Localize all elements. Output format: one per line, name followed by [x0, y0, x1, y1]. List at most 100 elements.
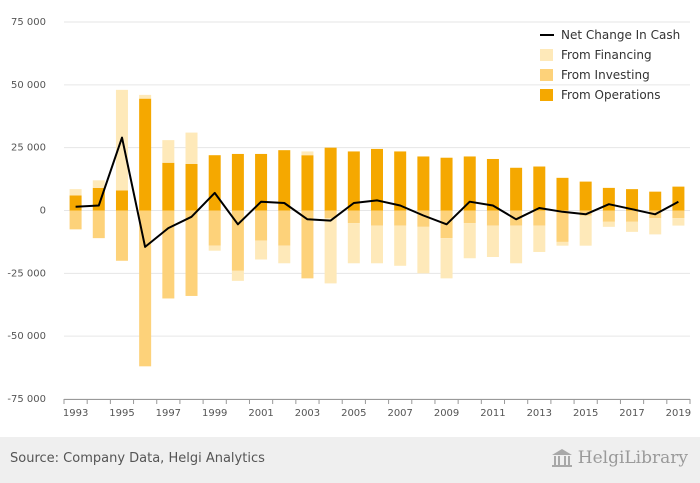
y-tick-label: 50 000	[11, 80, 46, 91]
bar-from-investing	[324, 210, 337, 219]
legend-square-swatch	[540, 89, 553, 101]
bar-from-financing	[602, 221, 615, 227]
bar-from-investing	[347, 210, 360, 224]
bar-from-investing	[139, 210, 152, 367]
legend-label: From Operations	[561, 88, 661, 102]
bar-from-financing	[278, 245, 291, 264]
bar-from-financing	[185, 132, 198, 165]
bar-from-investing	[626, 210, 639, 222]
legend: Net Change In Cash From Financing From Inv…	[540, 28, 680, 102]
bar-from-operations	[649, 191, 662, 211]
bar-from-investing	[371, 210, 383, 226]
bar-from-investing	[394, 210, 407, 226]
x-tick-label: 2009	[434, 408, 459, 419]
bar-from-financing	[417, 226, 430, 274]
bar-from-operations	[231, 153, 244, 211]
bar-from-operations	[69, 195, 82, 211]
legend-square-swatch	[540, 69, 553, 81]
building-columns-icon	[551, 449, 572, 467]
legend-item: From Financing	[540, 48, 652, 62]
bar-from-investing	[533, 210, 546, 226]
y-tick-label: -75 000	[7, 394, 46, 405]
bar-from-investing	[208, 210, 221, 246]
bar-from-investing	[162, 210, 175, 299]
y-tick-label: 25 000	[11, 143, 46, 154]
bar-from-investing	[278, 210, 291, 246]
bar-from-operations	[278, 150, 291, 211]
x-tick-label: 1993	[63, 408, 88, 419]
bar-from-financing	[208, 245, 221, 251]
y-tick-label: 75 000	[11, 17, 46, 28]
legend-label: Net Change In Cash	[561, 28, 680, 42]
x-tick-label: 2019	[666, 408, 691, 419]
legend-square-swatch	[540, 49, 553, 61]
bar-from-financing	[463, 223, 476, 259]
bar-from-investing	[463, 210, 476, 224]
bar-from-financing	[69, 189, 82, 196]
bar-from-investing	[115, 210, 128, 261]
bar-from-operations	[324, 147, 337, 211]
logo-text: HelgiLibrary	[577, 448, 688, 468]
legend-label: From Investing	[561, 68, 650, 82]
x-tick-label: 1997	[156, 408, 181, 419]
bar-from-investing	[510, 210, 523, 226]
bar-from-operations	[371, 148, 383, 211]
x-tick-label: 2001	[248, 408, 273, 419]
bar-from-investing	[92, 210, 105, 239]
bar-from-investing	[602, 210, 615, 222]
bar-from-investing	[231, 210, 244, 271]
bar-from-investing	[185, 210, 198, 296]
y-tick-label: 0	[40, 206, 46, 217]
bar-from-financing	[672, 218, 685, 226]
bar-from-financing	[231, 270, 244, 281]
bar-from-financing	[324, 218, 337, 284]
helgi-library-logo[interactable]: HelgiLibrary	[550, 448, 688, 468]
bar-from-financing	[533, 225, 546, 252]
bar-from-operations	[185, 164, 198, 211]
net-change-series-line	[75, 136, 679, 248]
bar-from-operations	[463, 156, 476, 211]
bar-from-operations	[533, 166, 546, 211]
cash-flow-chart: -75 000 -50 000 -25 000 0 25 000 50 000 75 000…	[7, 17, 691, 419]
bar-from-operations	[301, 155, 314, 211]
bar-from-investing	[255, 210, 268, 241]
y-tick-label: -50 000	[7, 331, 46, 342]
bar-from-financing	[510, 225, 523, 264]
bar-from-financing	[440, 238, 453, 279]
bar-from-investing	[579, 210, 592, 216]
bar-from-investing	[556, 210, 569, 242]
bars	[69, 89, 685, 367]
footer-bar: Source: Company Data, Helgi Analytics He…	[0, 437, 700, 483]
bar-from-operations	[255, 153, 268, 211]
bar-from-operations	[115, 190, 128, 211]
x-tick-label: 1995	[109, 408, 134, 419]
bar-from-financing	[139, 94, 152, 99]
bar-from-financing	[579, 215, 592, 246]
source-note: Source: Company Data, Helgi Analytics	[10, 451, 265, 466]
bar-from-operations	[510, 167, 523, 211]
bar-from-investing	[486, 210, 499, 226]
x-tick-label: 2015	[573, 408, 598, 419]
bar-from-operations	[347, 151, 360, 211]
bar-from-investing	[301, 210, 314, 279]
bar-from-financing	[371, 225, 383, 264]
bar-from-operations	[556, 177, 569, 211]
y-axis-labels: -75 000 -50 000 -25 000 0 25 000 50 000 75 000	[7, 17, 46, 405]
bar-from-operations	[579, 181, 592, 211]
bar-from-investing	[69, 210, 82, 230]
bar-from-financing	[92, 180, 105, 188]
y-tick-label: -25 000	[7, 268, 46, 279]
bar-from-operations	[208, 155, 221, 211]
bar-from-operations	[394, 151, 407, 211]
bar-from-financing	[347, 223, 360, 264]
bar-from-financing	[162, 140, 175, 163]
legend-item: From Operations	[540, 88, 661, 102]
bar-from-operations	[417, 156, 430, 211]
bar-from-operations	[486, 158, 499, 211]
legend-item: Net Change In Cash	[540, 28, 680, 42]
net-change-line	[75, 136, 679, 248]
x-tick-label: 1999	[202, 408, 227, 419]
x-tick-label: 2011	[480, 408, 505, 419]
x-tick-label: 2013	[527, 408, 552, 419]
bar-from-operations	[139, 98, 152, 211]
